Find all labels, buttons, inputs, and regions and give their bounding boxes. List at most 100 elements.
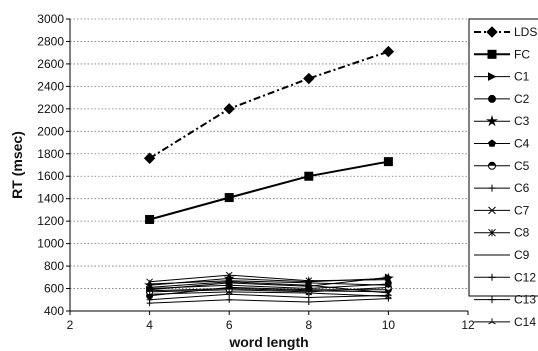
legend-entry-c14: C14 xyxy=(474,315,536,329)
series-c14 xyxy=(146,288,392,299)
series-line-c14 xyxy=(149,291,389,297)
legend-entry-fc: FC xyxy=(474,47,530,61)
point-c7-6 xyxy=(225,271,233,279)
x-tick-label-8: 8 xyxy=(305,318,312,332)
legend-entry-c12: C12 xyxy=(474,270,536,284)
y-tick-label-1200: 1200 xyxy=(37,214,64,228)
legend-marker-c12 xyxy=(488,273,496,281)
point-c14-6 xyxy=(225,288,233,295)
y-tick-label-1600: 1600 xyxy=(37,169,64,183)
y-axis-title: RT (msec) xyxy=(9,131,25,199)
legend: LDS FC C1 C2 C3 C4 C5 C6 C7 C8 C9 C12 C13 C14 xyxy=(468,18,538,329)
series-line-c1 xyxy=(149,276,389,291)
point-fc-10 xyxy=(383,157,393,167)
series-line-c13 xyxy=(149,280,389,286)
grid-lines xyxy=(70,18,468,289)
y-tick-label-2200: 2200 xyxy=(37,102,64,116)
y-tick-label-2600: 2600 xyxy=(37,57,64,71)
point-fc-4 xyxy=(145,214,155,224)
point-c13-10 xyxy=(385,282,392,289)
point-lds-4 xyxy=(143,152,156,164)
legend-label-c5: C5 xyxy=(514,159,530,173)
legend-entry-c13: C13 xyxy=(474,293,536,307)
series-line-c9 xyxy=(149,287,389,293)
legend-entry-c1: C1 xyxy=(474,70,530,84)
legend-label-c3: C3 xyxy=(514,114,530,128)
point-lds-10 xyxy=(382,45,395,58)
y-tick-label-1400: 1400 xyxy=(37,192,64,206)
axes: 400 600 800 1000 1200 1400 1600 1800 2000 2200 240… xyxy=(37,12,475,332)
legend-entry-c3: C3 xyxy=(474,114,530,128)
legend-label-c6: C6 xyxy=(514,181,530,195)
legend-label-lds: LDS xyxy=(514,25,537,39)
point-fc-8 xyxy=(304,171,314,181)
point-c14-10 xyxy=(385,293,392,299)
series-c13 xyxy=(146,277,392,289)
legend-entry-c5: C5 xyxy=(474,159,530,173)
y-tick-label-2800: 2800 xyxy=(37,34,64,48)
legend-marker-c14 xyxy=(488,318,496,325)
series-line-c8 xyxy=(149,281,389,294)
series-fc xyxy=(145,157,393,224)
legend-label-c12: C12 xyxy=(514,270,536,284)
legend-marker-lds xyxy=(486,26,498,38)
legend-box xyxy=(468,18,538,297)
legend-entry-c7: C7 xyxy=(474,203,530,217)
legend-label-c8: C8 xyxy=(514,226,530,240)
y-tick-label-2400: 2400 xyxy=(37,79,64,93)
y-tick-label-2000: 2000 xyxy=(37,124,64,138)
series-line-c7 xyxy=(149,274,389,283)
legend-entry-c9: C9 xyxy=(474,248,530,262)
series-line-lds xyxy=(149,50,389,160)
legend-label-fc: FC xyxy=(514,47,530,61)
point-c14-8 xyxy=(305,290,313,296)
legend-entry-c8: C8 xyxy=(474,226,530,240)
point-fc-6 xyxy=(224,193,234,203)
point-lds-8 xyxy=(303,72,315,85)
legend-marker-c3 xyxy=(485,114,499,127)
y-tick-label-400: 400 xyxy=(44,304,64,318)
legend-marker-c1 xyxy=(488,72,497,81)
legend-entry-lds: LDS xyxy=(474,25,537,39)
legend-marker-c4 xyxy=(488,139,496,147)
legend-marker-c13 xyxy=(488,296,496,304)
legend-label-c14: C14 xyxy=(514,315,536,329)
legend-label-c4: C4 xyxy=(514,137,530,151)
legend-marker-fc xyxy=(487,49,497,59)
point-c14-4 xyxy=(146,291,153,297)
legend-entry-c2: C2 xyxy=(474,92,530,106)
series-lds xyxy=(143,45,395,164)
y-tick-label-1800: 1800 xyxy=(37,147,64,161)
legend-label-c13: C13 xyxy=(514,293,536,307)
y-tick-label-3000: 3000 xyxy=(37,12,64,26)
series-line-c4 xyxy=(149,283,389,290)
series-line-fc xyxy=(149,160,389,221)
y-tick-label-1000: 1000 xyxy=(37,237,64,251)
y-tick-label-600: 600 xyxy=(44,282,64,296)
series-line-c6 xyxy=(149,293,389,301)
point-c12-6 xyxy=(226,296,233,303)
point-c12-4 xyxy=(146,300,153,307)
x-tick-label-10: 10 xyxy=(382,318,396,332)
legend-marker-c7 xyxy=(488,206,496,215)
legend-entry-c6: C6 xyxy=(474,181,530,195)
x-tick-label-4: 4 xyxy=(146,318,153,332)
x-tick-label-6: 6 xyxy=(226,318,233,332)
series-layer xyxy=(143,45,395,307)
legend-marker-c2 xyxy=(488,94,496,103)
x-tick-label-12: 12 xyxy=(461,318,475,332)
point-c12-8 xyxy=(305,299,312,306)
point-c13-4 xyxy=(146,281,153,288)
legend-label-c7: C7 xyxy=(514,203,530,217)
series-c9 xyxy=(149,287,389,293)
point-lds-6 xyxy=(223,103,235,115)
x-tick-label-2: 2 xyxy=(67,318,74,332)
series-c12 xyxy=(146,295,392,307)
legend-marker-c5 xyxy=(488,161,496,170)
legend-entry-c4: C4 xyxy=(474,137,530,151)
legend-label-c2: C2 xyxy=(514,92,530,106)
point-c7-10 xyxy=(385,276,392,283)
point-c13-8 xyxy=(305,279,312,286)
y-tick-label-800: 800 xyxy=(44,259,64,273)
